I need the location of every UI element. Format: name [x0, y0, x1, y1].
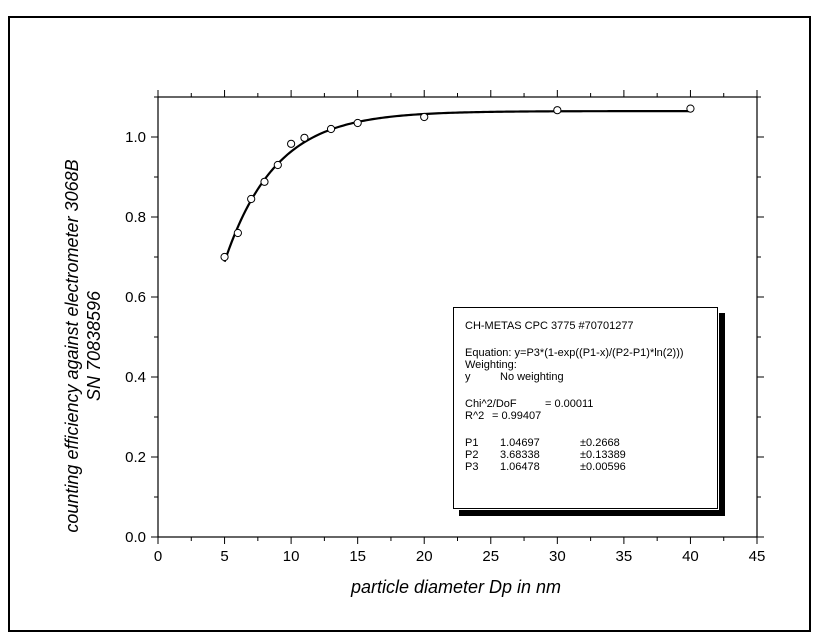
data-point — [353, 118, 362, 128]
legend-shadow-bottom — [459, 510, 725, 516]
legend-weighting-value: No weighting — [500, 371, 564, 383]
data-point — [233, 228, 242, 238]
legend-chi-value: = 0.00011 — [545, 398, 594, 410]
legend-weighting-key: y — [465, 371, 471, 383]
y-tick-label: 0.2 — [125, 449, 146, 466]
data-point — [686, 104, 695, 113]
legend-shadow-right — [719, 313, 725, 515]
x-tick-label: 30 — [549, 548, 566, 565]
legend-param-value: 3.68338 — [500, 449, 540, 461]
x-tick-label: 40 — [682, 548, 699, 565]
legend-param-value: 1.06478 — [500, 461, 540, 473]
x-tick-label: 10 — [283, 548, 300, 565]
y-tick-label: 1.0 — [125, 129, 146, 146]
y-axis-title-line-2: SN 70838596 — [84, 290, 104, 401]
legend-param-error: ±0.13389 — [580, 449, 626, 461]
axis-ticks — [151, 90, 764, 544]
data-point — [260, 177, 269, 186]
data-point — [273, 160, 282, 170]
legend-title: CH-METAS CPC 3775 #70701277 — [465, 320, 634, 332]
data-point — [300, 133, 309, 142]
data-point — [420, 112, 429, 122]
legend-r2-value: = 0.99407 — [492, 410, 542, 422]
x-tick-label: 15 — [349, 548, 366, 565]
figure-frame — [8, 16, 811, 632]
fit-results-legend: CH-METAS CPC 3775 #70701277 Equation: y=… — [453, 307, 718, 509]
legend-equation: Equation: y=P3*(1-exp((P1-x)/(P2-P1)*ln(… — [465, 347, 684, 359]
x-tick-label: 20 — [416, 548, 433, 565]
data-point — [287, 139, 296, 148]
legend-param-error: ±0.00596 — [580, 461, 626, 473]
legend-r2-label: R^2 — [465, 410, 485, 422]
legend-weighting-label: Weighting: — [465, 359, 517, 371]
x-tick-label: 0 — [154, 548, 162, 565]
y-tick-label: 0.0 — [125, 529, 146, 546]
fit-curve-line — [223, 110, 691, 263]
legend-chi-label: Chi^2/DoF — [465, 398, 517, 410]
y-tick-label: 0.6 — [125, 289, 146, 306]
x-tick-label: 25 — [482, 548, 499, 565]
data-point — [247, 194, 256, 204]
data-point — [553, 106, 562, 115]
legend-param-name: P3 — [465, 461, 479, 473]
legend-param-error: ±0.2668 — [580, 437, 620, 449]
y-tick-label: 0.4 — [125, 369, 146, 386]
data-point — [220, 252, 229, 262]
legend-param-name: P2 — [465, 449, 479, 461]
data-points-layer — [220, 104, 695, 262]
y-tick-label: 0.8 — [125, 209, 146, 226]
y-axis-title-line-1: counting efficiency against electrometer… — [62, 159, 82, 532]
x-axis-title: particle diameter Dp in nm — [350, 577, 561, 597]
x-tick-label: 35 — [616, 548, 633, 565]
legend-param-value: 1.04697 — [500, 437, 540, 449]
legend-param-name: P1 — [465, 437, 479, 449]
axis-tick-labels: 0 5 10 15 20 25 30 35 40 45 0.0 0.2 0.4 0.6 0.8 1.0 — [125, 129, 765, 565]
data-point — [326, 124, 336, 134]
fit-curve-layer — [223, 110, 691, 263]
x-tick-label: 45 — [749, 548, 766, 565]
x-tick-label: 5 — [220, 548, 228, 565]
